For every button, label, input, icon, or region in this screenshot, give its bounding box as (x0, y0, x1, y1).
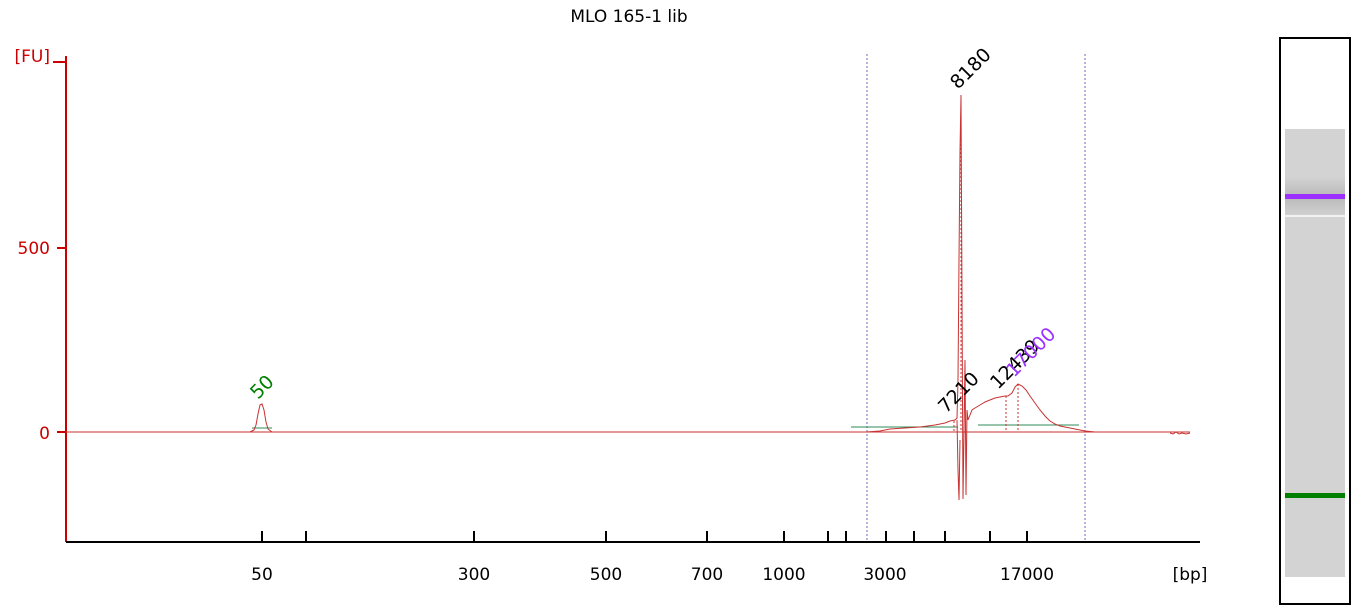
y-ticks: 500 0 (18, 239, 66, 444)
gel-band-upper-marker (1285, 194, 1345, 199)
gel-band-lower-marker (1285, 493, 1345, 498)
x-tick-label-17000: 17000 (1000, 565, 1054, 585)
peak-label-8180: 8180 (946, 44, 996, 94)
x-tick-label-1000: 1000 (762, 565, 805, 585)
x-ticks: 50 300 500 700 1000 3000 17000 [bp] (251, 531, 1207, 585)
trace-lower-marker-peak (249, 403, 273, 433)
x-tick-label-3000: 3000 (863, 565, 906, 585)
x-tick-label-300: 300 (458, 565, 490, 585)
peak-label-50: 50 (246, 371, 279, 404)
trace-sample-spike-negative (956, 419, 961, 501)
y-tick-label-0: 0 (39, 424, 50, 444)
x-axis-label: [bp] (1173, 565, 1208, 585)
x-tick-label-500: 500 (590, 565, 622, 585)
y-tick-label-500: 500 (18, 239, 50, 259)
x-tick-label-50: 50 (251, 565, 273, 585)
x-tick-label-700: 700 (691, 565, 723, 585)
gel-band-sample (1285, 215, 1345, 217)
gel-image (1279, 37, 1351, 605)
trace-sample (865, 94, 1096, 500)
chart-title: MLO 165-1 lib (570, 7, 687, 27)
electropherogram-chart: MLO 165-1 lib [FU] 500 0 50 300 500 700 … (15, 7, 1208, 585)
trace-tail (1169, 431, 1191, 435)
peak-label-7210: 7210 (934, 368, 984, 418)
y-axis-label: [FU] (15, 47, 51, 67)
